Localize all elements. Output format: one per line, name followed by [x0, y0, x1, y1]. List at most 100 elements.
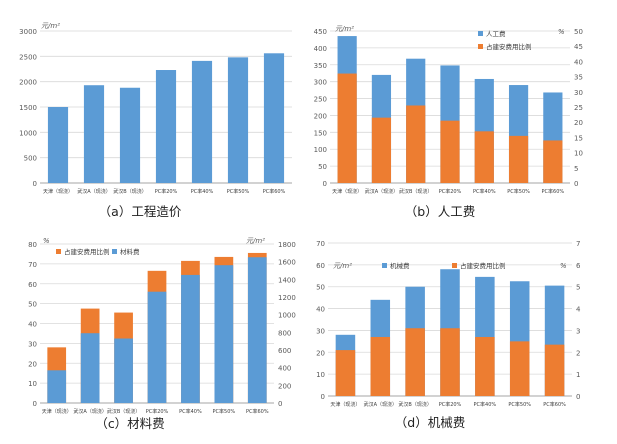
y2-tick-label: 7 [576, 240, 580, 248]
x-tick-label: 武汉A（现浇） [77, 188, 110, 195]
y2-axis-label: % [558, 28, 565, 36]
y2-tick-label: 5 [574, 165, 578, 173]
x-tick-label: PC率40% [179, 408, 202, 415]
x-tick-label: 武汉B（现浇） [398, 401, 431, 408]
panel-caption: （b）人工费 [405, 204, 475, 219]
y-tick-label: 400 [314, 45, 327, 53]
y-tick-label: 0 [321, 393, 325, 401]
bar-right [544, 344, 565, 396]
chart-panel-1: 0 500 1000 1500 2000 2500 3000 天津（现浇） 武汉A（现浇） 武汉B… [19, 22, 292, 219]
y-tick-label: 150 [314, 129, 327, 137]
x-tick-label: PC率50% [213, 408, 236, 415]
y2-tick-label: 45 [574, 43, 583, 51]
x-tick-label: 天津（现浇） [330, 401, 360, 408]
y-tick-label: 60 [28, 281, 37, 289]
y2-tick-label: 0 [278, 400, 282, 408]
x-tick-label: PC率20% [439, 401, 462, 408]
y2-tick-label: 600 [278, 347, 291, 355]
chart-panel-4: 0 10 20 30 40 50 60 70 0 1 2 3 4 5 6 7 天津（现浇） 武汉A（现浇） 武汉B（… [316, 240, 581, 430]
y2-tick-label: 5 [576, 284, 580, 292]
y2-tick-label: 3 [576, 327, 580, 335]
x-tick-label: PC率50% [507, 188, 530, 195]
bar-right [440, 328, 460, 396]
x-tick-label: PC率60% [263, 188, 286, 195]
chart-panel-3: 0102030405060708002004006008001000120014… [28, 237, 296, 431]
y-tick-label: 50 [318, 163, 327, 171]
x-tick-label: PC率20% [439, 188, 462, 195]
legend-label: 占建安费用比例 [64, 247, 110, 256]
x-tick-label: PC率40% [474, 401, 497, 408]
chart-panel-2: 0 50 100 150 200 250 300 350 400 450 0 5 10 15 20 25 30 3… [314, 25, 583, 219]
bar-right [405, 328, 425, 396]
x-tick-label: 天津（现浇） [42, 408, 72, 415]
y2-tick-label: 1600 [278, 259, 296, 267]
x-tick-label: PC率50% [227, 188, 250, 195]
y-tick-label: 3000 [19, 28, 37, 36]
legend-swatch [112, 249, 117, 254]
y-tick-label: 70 [316, 240, 325, 248]
y2-tick-label: 4 [576, 306, 581, 314]
x-tick-label: PC率40% [473, 188, 496, 195]
y2-tick-label: 30 [574, 89, 583, 97]
x-tick-label: 武汉B（现浇） [113, 188, 146, 195]
bar-right [371, 117, 392, 183]
y-axis-label: % [43, 237, 50, 245]
y-tick-label: 20 [28, 360, 37, 368]
x-tick-label: PC率50% [508, 401, 531, 408]
bar-right [508, 135, 529, 183]
bar-right [147, 291, 167, 403]
y2-tick-label: 2 [576, 349, 580, 357]
x-tick-label: 武汉B（现浇） [399, 188, 432, 195]
y-tick-label: 200 [314, 112, 327, 120]
panel-caption: （a）工程造价 [99, 204, 182, 219]
y2-tick-label: 50 [574, 28, 583, 36]
y-tick-label: 1000 [19, 129, 37, 137]
y2-tick-label: 20 [574, 119, 583, 127]
y2-tick-label: 800 [278, 329, 291, 337]
x-tick-label: 武汉A（现浇） [73, 408, 106, 415]
y-tick-label: 30 [28, 340, 37, 348]
y2-tick-label: 200 [278, 382, 291, 390]
y-tick-label: 10 [28, 380, 37, 388]
y2-tick-label: 35 [574, 74, 583, 82]
y-tick-label: 300 [314, 79, 327, 87]
x-tick-label: PC率60% [542, 188, 565, 195]
legend-swatch [452, 263, 457, 268]
y2-tick-label: 0 [574, 180, 578, 188]
bar-right [114, 338, 133, 403]
y-axis-label: 元/m² [335, 25, 354, 33]
y-tick-label: 80 [28, 241, 37, 249]
bar-right [247, 257, 267, 403]
panel-caption: （c）材料费 [95, 416, 164, 431]
y-tick-label: 0 [33, 400, 37, 408]
y-axis-label: 元/m² [41, 22, 60, 30]
bar-value [227, 57, 249, 184]
y2-tick-label: 1200 [278, 294, 296, 302]
legend-swatch [478, 31, 483, 36]
x-tick-label: 天津（现浇） [332, 188, 362, 195]
y-tick-label: 250 [314, 96, 327, 104]
legend-label: 占建安费用比例 [460, 261, 506, 270]
y2-tick-label: 25 [574, 104, 583, 112]
y2-tick-label: 1000 [278, 312, 296, 320]
y-tick-label: 70 [28, 261, 37, 269]
bar-value [47, 107, 69, 183]
y-tick-label: 100 [314, 146, 327, 154]
bar-right [475, 336, 495, 396]
y-tick-label: 40 [28, 321, 37, 329]
y2-tick-label: 6 [576, 262, 581, 270]
y2-tick-label: 400 [278, 365, 291, 373]
legend-swatch [56, 249, 61, 254]
x-tick-label: 武汉A（现浇） [364, 401, 397, 408]
bar-right [509, 341, 530, 396]
bar-value [119, 87, 141, 183]
bar-right [214, 265, 234, 403]
bar-right [370, 336, 391, 396]
bar-value [155, 70, 177, 183]
legend-swatch [382, 263, 387, 268]
y-tick-label: 40 [316, 306, 325, 314]
legend-swatch [478, 44, 483, 49]
y-tick-label: 2000 [19, 79, 37, 87]
x-tick-label: 武汉B（现浇） [107, 408, 140, 415]
x-tick-label: PC率40% [191, 188, 214, 195]
